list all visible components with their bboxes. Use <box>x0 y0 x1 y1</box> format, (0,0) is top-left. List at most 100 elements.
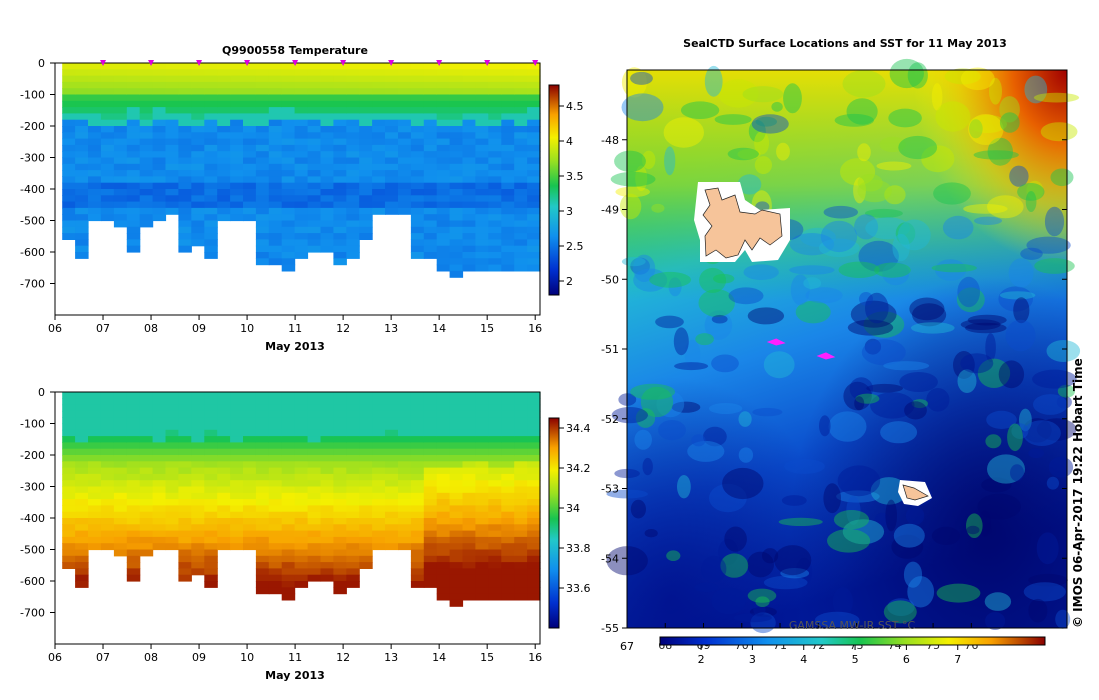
heatmap-cell <box>488 195 502 203</box>
heatmap-cell <box>462 220 476 228</box>
heatmap-cell <box>423 511 438 519</box>
heatmap-cell <box>281 176 296 184</box>
heatmap-cell <box>281 138 296 146</box>
heatmap-cell <box>75 505 89 513</box>
heatmap-cell <box>217 392 231 399</box>
heatmap-cell <box>307 81 322 89</box>
heatmap-cell <box>268 258 283 266</box>
heatmap-cell <box>152 423 167 431</box>
heatmap-cell <box>449 436 464 443</box>
heatmap-cell <box>75 119 89 127</box>
heatmap-cell <box>100 176 115 184</box>
heatmap-cell <box>294 562 309 569</box>
heatmap-cell <box>243 392 257 399</box>
heatmap-cell <box>139 144 154 152</box>
sst-patch <box>861 339 906 366</box>
heatmap-cell <box>139 518 154 525</box>
heatmap-cell <box>230 467 244 475</box>
heatmap-cell <box>398 189 412 196</box>
heatmap-cell <box>320 410 334 418</box>
heatmap-cell <box>307 486 322 494</box>
heatmap-cell <box>436 593 451 601</box>
heatmap-cell <box>88 461 102 469</box>
heatmap-cell <box>527 176 541 184</box>
heatmap-cell <box>527 505 541 513</box>
heatmap-cell <box>191 410 205 418</box>
heatmap-cell <box>372 505 386 513</box>
heatmap-cell <box>178 574 192 582</box>
heatmap-cell <box>488 448 502 456</box>
heatmap-cell <box>100 88 115 96</box>
heatmap-cell <box>178 132 192 140</box>
heatmap-cell <box>62 151 76 159</box>
heatmap-cell <box>178 233 192 240</box>
sst-patch <box>1020 247 1043 260</box>
heatmap-cell <box>281 119 296 127</box>
heatmap-cell <box>191 138 205 146</box>
heatmap-cell <box>475 549 489 557</box>
heatmap-cell <box>449 69 464 77</box>
heatmap-cell <box>475 467 489 475</box>
heatmap-cell <box>514 549 528 557</box>
heatmap-cell <box>488 442 502 450</box>
heatmap-cell <box>126 448 141 456</box>
heatmap-cell <box>488 511 502 519</box>
heatmap-cell <box>204 107 218 114</box>
heatmap-cell <box>475 536 489 544</box>
heatmap-cell <box>436 107 451 114</box>
heatmap-cell <box>62 75 76 83</box>
heatmap-cell <box>475 518 489 525</box>
heatmap-cell <box>436 429 451 437</box>
heatmap-cell <box>100 157 115 165</box>
heatmap-cell <box>191 144 205 152</box>
heatmap-cell <box>230 505 244 513</box>
heatmap-cell <box>423 473 438 481</box>
heatmap-cell <box>462 423 476 431</box>
heatmap-cell <box>462 442 476 450</box>
heatmap-cell <box>475 392 489 399</box>
heatmap-cell <box>449 214 464 222</box>
heatmap-cell <box>346 429 360 437</box>
heatmap-cell <box>333 436 347 443</box>
heatmap-cell <box>139 429 154 437</box>
heatmap-cell <box>204 252 218 259</box>
heatmap-cell <box>320 404 334 412</box>
heatmap-cell <box>527 157 541 165</box>
sst-patch <box>832 587 854 617</box>
heatmap-cell <box>139 549 154 557</box>
heatmap-cell <box>307 100 322 108</box>
heatmap-cell <box>475 144 489 152</box>
heatmap-cell <box>398 63 412 70</box>
heatmap-cell <box>488 176 502 184</box>
heatmap-cell <box>462 264 476 272</box>
heatmap-cell <box>410 499 425 506</box>
heatmap-cell <box>204 518 218 525</box>
heatmap-cell <box>307 88 322 96</box>
heatmap-cell <box>410 398 425 406</box>
heatmap-cell <box>100 94 115 102</box>
heatmap-cell <box>281 100 296 108</box>
heatmap-cell <box>410 189 425 196</box>
heatmap-cell <box>385 505 399 513</box>
heatmap-cell <box>449 207 464 215</box>
heatmap-cell <box>527 574 541 582</box>
heatmap-cell <box>423 543 438 551</box>
heatmap-cell <box>527 252 541 259</box>
heatmap-cell <box>398 81 412 89</box>
heatmap-cell <box>113 429 128 437</box>
heatmap-cell <box>204 119 218 127</box>
heatmap-cell <box>488 555 502 563</box>
x-tick-label: 14 <box>432 322 446 335</box>
sst-patch <box>1028 573 1068 587</box>
heatmap-cell <box>449 398 464 406</box>
sst-patch <box>711 354 739 373</box>
heatmap-cell <box>320 392 334 399</box>
heatmap-cell <box>514 423 528 431</box>
profile-marker <box>484 60 491 66</box>
sst-patch <box>1007 423 1023 452</box>
heatmap-cell <box>243 480 257 488</box>
sst-patch <box>1024 75 1048 104</box>
heatmap-cell <box>62 214 76 222</box>
heatmap-cell <box>243 448 257 456</box>
sst-patch <box>967 314 1007 326</box>
